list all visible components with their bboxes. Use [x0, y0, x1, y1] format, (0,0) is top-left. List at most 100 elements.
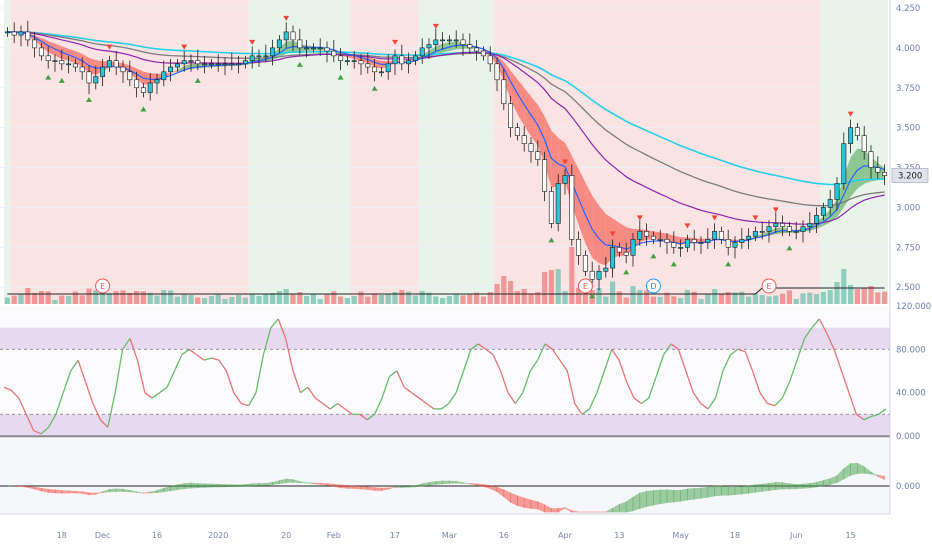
sell-signal-marker [432, 23, 439, 29]
stochastic-segment [322, 402, 331, 410]
stochastic-segment [270, 318, 279, 329]
candle-body [195, 60, 201, 65]
candle-body [256, 55, 262, 58]
stochastic-segment [255, 354, 265, 393]
candle-body [576, 239, 582, 256]
volume-bar [603, 296, 609, 304]
candle-body [317, 47, 323, 50]
stochastic-segment [203, 357, 212, 361]
candle-body [759, 231, 765, 233]
macd-segment [346, 485, 355, 489]
candle-body [242, 60, 248, 65]
stochastic-segment [455, 370, 465, 393]
candle-body [440, 39, 446, 42]
stochastic-segment [655, 354, 665, 377]
volume-bar [453, 294, 459, 304]
candle-body [215, 63, 221, 66]
candle-body [501, 79, 507, 105]
volume-bar [426, 292, 432, 304]
volume-bars [4, 247, 888, 304]
sell-signal-marker [684, 223, 691, 229]
macd-segment [244, 483, 253, 487]
macd-segment [734, 486, 743, 496]
candle-body [834, 183, 840, 200]
volume-bar [263, 294, 269, 304]
stochastic-segment [92, 403, 101, 421]
volume-bar [385, 294, 391, 304]
candle-body [290, 31, 296, 41]
stochastic-segment [411, 392, 420, 399]
volume-bar [338, 296, 344, 304]
stochastic-segment [300, 386, 309, 394]
stochastic-tick-label: 120.000 [896, 302, 931, 312]
stochastic-segment [499, 370, 509, 393]
macd-segment [707, 485, 715, 498]
time-tick-label: 18 [57, 531, 67, 540]
volume-bar [467, 294, 473, 304]
macd-segment [183, 482, 192, 490]
candle-body [637, 231, 643, 240]
buy-signal-marker [725, 261, 732, 267]
macd-segment [285, 478, 294, 483]
stochastic-segment [47, 414, 57, 428]
stochastic-segment [114, 349, 124, 393]
time-tick-label: 16 [499, 531, 509, 540]
macd-segment [680, 488, 688, 502]
stochastic-segment [381, 376, 391, 399]
time-tick-label: 2020 [208, 531, 228, 540]
macd-segment [850, 462, 858, 476]
price-tick-label: 4.000 [896, 44, 920, 54]
price-tick-label: 3.500 [896, 124, 920, 134]
macd-segment [75, 490, 83, 494]
stochastic-segment [277, 318, 287, 339]
candle-body [739, 239, 745, 243]
candle-body [854, 127, 860, 136]
candle-body [25, 31, 31, 41]
candle-body [712, 231, 718, 240]
macd-segment [312, 482, 321, 485]
candle-body [222, 63, 228, 66]
stochastic-segment [181, 348, 190, 356]
volume-bar [814, 294, 820, 304]
stochastic-segment [692, 392, 702, 404]
stochastic-segment [566, 370, 576, 404]
volume-bar [569, 247, 575, 304]
stochastic-segment [855, 413, 865, 421]
candle-body [820, 207, 826, 216]
volume-bar [11, 295, 17, 304]
volume-bar [705, 294, 711, 304]
stochastic-segment [641, 397, 650, 405]
candle-body [45, 55, 51, 61]
volume-bar [691, 291, 697, 304]
sell-signal-marker [609, 231, 616, 237]
macd-segment [714, 485, 722, 497]
macd-segment [755, 483, 763, 493]
buy-signal-marker [623, 269, 630, 275]
stochastic-segment [33, 429, 42, 435]
macd-segment [782, 482, 790, 490]
volume-bar [657, 297, 663, 304]
candle-body [188, 60, 194, 62]
stochastic-segment [25, 414, 35, 431]
candle-body [208, 63, 214, 66]
volume-bar [372, 293, 378, 304]
macd-segment [551, 508, 559, 513]
candle-body [38, 47, 44, 57]
volume-bar [283, 289, 289, 304]
stochastic-segment [603, 349, 613, 372]
stochastic-segment [151, 392, 161, 399]
macd-segment [176, 483, 185, 491]
stochastic-segment [307, 386, 316, 399]
stochastic-segment [329, 402, 338, 410]
candle-body [548, 191, 554, 224]
candle-body [542, 159, 548, 192]
volume-bar [834, 282, 840, 304]
stochastic-segment [426, 402, 435, 410]
time-tick-label: Feb [327, 531, 341, 540]
buy-signal-marker [337, 74, 344, 80]
volume-bar [331, 291, 337, 304]
macd-segment [367, 486, 376, 491]
ema-purple-line [7, 31, 885, 225]
